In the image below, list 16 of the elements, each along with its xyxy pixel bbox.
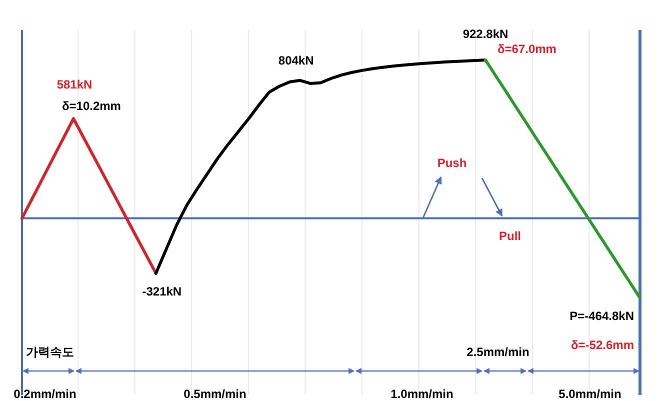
text: δ=67.0mm — [498, 42, 556, 56]
text: 0.5mm/min — [184, 387, 246, 401]
annotation: δ=10.2mm — [62, 99, 121, 113]
data-label: 581kN — [56, 78, 92, 92]
text: 0.2mm/min — [14, 387, 76, 401]
text: 5.0mm/min — [558, 387, 622, 401]
data-label: -321kN — [142, 284, 182, 298]
text: δ=-52.6mm — [571, 338, 634, 352]
annotation: Pull — [498, 229, 522, 243]
data-label: P=-464.8kN — [570, 309, 634, 323]
text: 1.0mm/min — [390, 387, 454, 401]
annotation: Push — [437, 156, 467, 170]
text: 2.5mm/min — [466, 345, 530, 359]
data-label: 804kN — [278, 53, 314, 68]
text: 가력속도 — [26, 345, 74, 359]
data-label: 922.8kN — [462, 27, 508, 41]
